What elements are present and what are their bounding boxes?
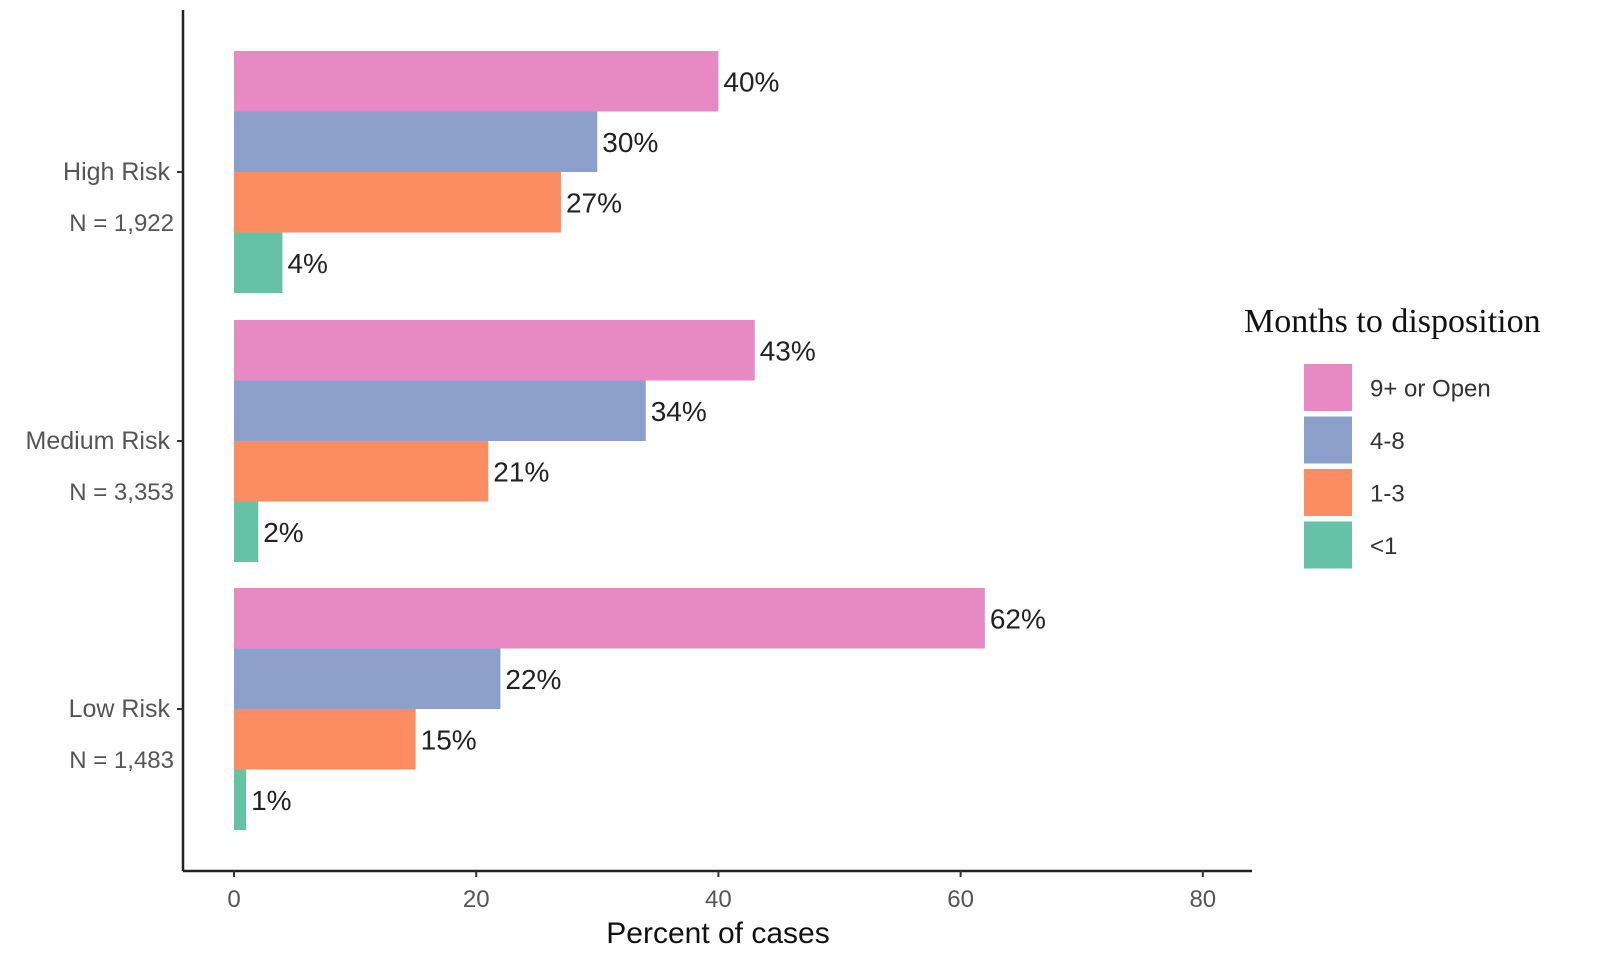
- y-tick-label: Medium Risk: [26, 427, 171, 455]
- legend-label: 9+ or Open: [1370, 376, 1491, 403]
- bar-value-label: 15%: [421, 724, 477, 755]
- bar-high-risk-1-3: [234, 172, 561, 233]
- bar-value-label: 4%: [287, 248, 327, 279]
- bar-labels-group: 40% 30% 27% 4% 43% 34% 21% 2% 62% 22% 15% 1%: [251, 66, 1046, 816]
- y-tick-label: High Risk: [63, 158, 170, 186]
- legend-key: [1304, 469, 1352, 516]
- bar-medium-risk-lt1: [234, 501, 259, 562]
- legend: Months to disposition 9+ or Open 4-8 1-3 <1: [1244, 303, 1541, 569]
- bar-high-risk-lt1: [234, 232, 283, 293]
- x-ticks-group: 0 20 40 60 80: [227, 871, 1216, 913]
- bar-high-risk-9-or-open: [234, 51, 719, 112]
- x-tick-label: 40: [705, 886, 732, 913]
- y-ticks-group: High Risk N = 1,922 Medium Risk N = 3,353 Lo…: [26, 158, 183, 774]
- bar-high-risk-4-8: [234, 111, 598, 172]
- x-tick-label: 60: [947, 886, 974, 913]
- bars-group: [234, 51, 985, 830]
- bar-medium-risk-1-3: [234, 441, 489, 502]
- x-tick-label: 20: [463, 886, 490, 913]
- bar-low-risk-9-or-open: [234, 588, 985, 649]
- category-n-label: N = 3,353: [69, 479, 174, 506]
- bar-medium-risk-4-8: [234, 380, 646, 441]
- category-n-label: N = 1,922: [69, 210, 174, 237]
- bar-value-label: 27%: [566, 187, 622, 218]
- bar-low-risk-4-8: [234, 648, 501, 709]
- bar-value-label: 22%: [505, 664, 561, 695]
- x-tick-label: 80: [1189, 886, 1216, 913]
- legend-key: [1304, 416, 1352, 464]
- bar-value-label: 2%: [263, 517, 303, 548]
- legend-label: <1: [1370, 533, 1397, 560]
- bar-value-label: 62%: [990, 603, 1046, 634]
- legend-label: 1-3: [1370, 481, 1405, 508]
- category-n-label: N = 1,483: [69, 747, 174, 774]
- bar-value-label: 1%: [251, 785, 291, 816]
- bar-value-label: 21%: [493, 456, 549, 487]
- legend-key: [1304, 521, 1352, 569]
- legend-key: [1304, 364, 1352, 411]
- x-axis-title: Percent of cases: [606, 917, 829, 950]
- legend-label: 4-8: [1370, 428, 1405, 455]
- bar-value-label: 30%: [602, 127, 658, 158]
- bar-low-risk-1-3: [234, 709, 416, 770]
- bar-value-label: 34%: [651, 396, 707, 427]
- legend-title: Months to disposition: [1244, 303, 1541, 340]
- x-tick-label: 0: [227, 886, 240, 913]
- bar-value-label: 43%: [760, 335, 816, 366]
- bar-low-risk-lt1: [234, 769, 247, 830]
- bar-value-label: 40%: [723, 66, 779, 97]
- y-tick-label: Low Risk: [69, 695, 171, 723]
- bar-medium-risk-9-or-open: [234, 320, 755, 381]
